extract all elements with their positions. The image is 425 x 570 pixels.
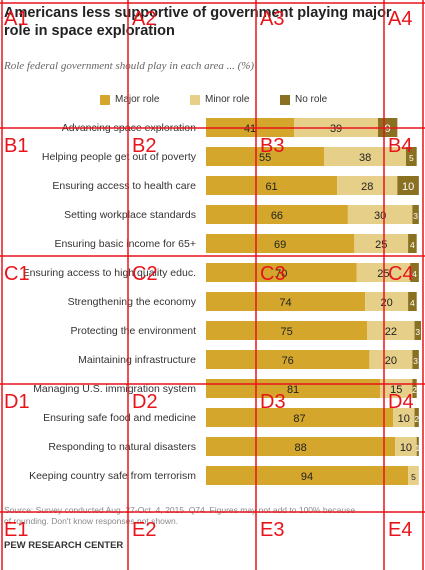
category-label: Ensuring access to high quality educ.: [23, 267, 196, 279]
bar-no-role: [408, 292, 417, 311]
source-note-line1: Source: Survey conducted Aug. 27-Oct. 4,…: [4, 505, 356, 515]
bar-major-role: [206, 234, 355, 253]
category-label: Helping people get out of poverty: [42, 151, 197, 163]
bar-minor-role: [367, 321, 415, 340]
bar-minor-role: [337, 176, 398, 195]
data-label: 61: [265, 181, 277, 193]
data-label: 2: [414, 414, 419, 424]
data-label: 20: [380, 297, 392, 309]
data-label: 28: [361, 181, 373, 193]
data-label: 1: [415, 443, 420, 453]
category-label: Keeping country safe from terrorism: [29, 470, 196, 482]
source-note: Source: Survey conducted Aug. 27-Oct. 4,…: [4, 505, 419, 527]
bar-no-role: [410, 263, 419, 282]
data-label: 22: [385, 326, 397, 338]
bar-no-role: [416, 437, 419, 456]
data-label: 3: [413, 356, 418, 366]
brand-label: PEW RESEARCH CENTER: [4, 540, 124, 551]
data-label: 38: [359, 152, 371, 164]
data-label: 4: [410, 240, 415, 250]
bar-no-role: [412, 350, 419, 369]
data-label: 30: [374, 210, 386, 222]
data-label: 4: [412, 269, 417, 279]
data-label: 74: [279, 297, 291, 309]
legend-label-major: Major role: [115, 94, 160, 105]
bar-major-role: [206, 408, 394, 427]
bar-minor-role: [347, 205, 413, 224]
bar-minor-role: [354, 234, 409, 253]
bar-minor-role: [365, 292, 409, 311]
data-label: 5: [409, 153, 414, 163]
category-label: Managing U.S. immigration system: [33, 383, 196, 395]
bar-major-role: [206, 205, 348, 224]
bar-minor-role: [408, 466, 419, 485]
category-label: Responding to natural disasters: [48, 441, 196, 453]
legend-swatch-minor: [190, 94, 200, 105]
bar-no-role: [412, 205, 419, 224]
data-label: 9: [385, 123, 391, 135]
page-subtitle: Role federal government should play in e…: [4, 60, 255, 72]
legend: Major role Minor role No role: [0, 92, 425, 108]
category-label: Ensuring access to health care: [52, 180, 196, 192]
page-title: Americans less supportive of government …: [4, 5, 392, 39]
data-label: 3: [413, 211, 418, 221]
data-label: 10: [400, 442, 412, 454]
bar-minor-role: [324, 147, 406, 166]
bar-no-role: [405, 147, 417, 166]
category-label: Maintaining infrastructure: [78, 354, 196, 366]
bar-no-role: [397, 176, 419, 195]
data-label: 76: [282, 355, 294, 367]
data-label: 66: [271, 210, 283, 222]
legend-swatch-none: [280, 94, 290, 105]
bar-minor-role: [369, 350, 413, 369]
data-label: 15: [390, 384, 402, 396]
bar-no-role: [414, 408, 419, 427]
data-label: 4: [410, 298, 415, 308]
source-note-line2: of rounding. Don't know responses not sh…: [4, 516, 179, 526]
data-label: 20: [385, 355, 397, 367]
bar-no-role: [412, 379, 417, 398]
data-label: 87: [293, 413, 305, 425]
bar-major-role: [206, 263, 357, 282]
bar-major-role: [206, 437, 396, 456]
legend-item-none: No role: [280, 94, 327, 105]
bar-minor-role: [395, 437, 417, 456]
data-label: 70: [275, 268, 287, 280]
data-label: 75: [281, 326, 293, 338]
legend-label-none: No role: [295, 94, 328, 105]
bar-major-role: [206, 147, 325, 166]
bar-major-role: [206, 321, 368, 340]
data-label: 3: [415, 327, 420, 337]
category-label: Advancing space exploration: [62, 122, 196, 134]
data-label: 25: [375, 239, 387, 251]
data-label: 41: [244, 123, 256, 135]
bar-no-role: [414, 321, 421, 340]
data-label: 25: [377, 268, 389, 280]
bar-major-role: [206, 176, 338, 195]
data-label: 69: [274, 239, 286, 251]
data-label: 10: [402, 181, 414, 193]
data-label: 81: [287, 384, 299, 396]
category-label: Setting workplace standards: [64, 209, 196, 221]
bar-minor-role: [393, 408, 415, 427]
data-label: 55: [259, 152, 271, 164]
legend-item-major: Major role: [100, 94, 159, 105]
data-label: 39: [330, 123, 342, 135]
category-label: Protecting the environment: [71, 325, 197, 337]
data-label: 88: [294, 442, 306, 454]
legend-label-minor: Minor role: [205, 94, 250, 105]
category-label: Ensuring safe food and medicine: [43, 412, 196, 424]
category-label: Strengthening the economy: [68, 296, 197, 308]
data-label: 2: [412, 385, 417, 395]
legend-item-minor: Minor role: [190, 94, 249, 105]
bar-no-role: [408, 234, 417, 253]
category-label: Ensuring basic income for 65+: [54, 238, 196, 250]
data-label: 10: [398, 413, 410, 425]
bar-major-role: [206, 292, 366, 311]
data-label: 94: [301, 471, 313, 483]
data-label: 5: [411, 472, 416, 482]
legend-swatch-major: [100, 94, 110, 105]
bar-major-role: [206, 350, 370, 369]
